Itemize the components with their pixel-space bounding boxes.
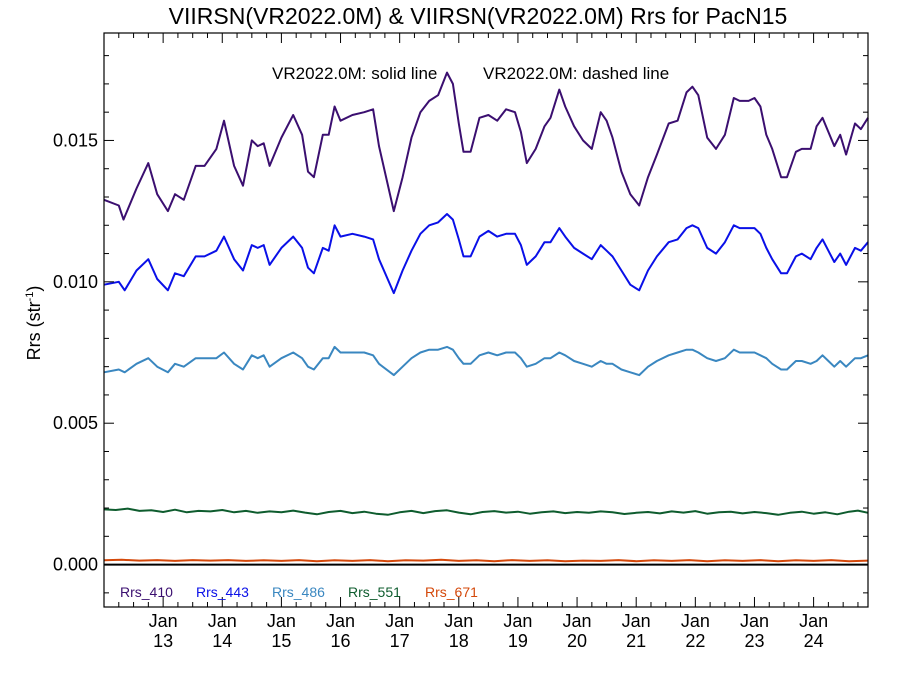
series-line-rrs-443 (103, 213, 869, 295)
y-tick-label: 0.010 (53, 272, 98, 292)
x-tick-month-label: Jan (326, 611, 355, 631)
chart-title: VIIRSN(VR2022.0M) & VIIRSN(VR2022.0M) Rr… (169, 3, 788, 29)
plot-frame (103, 32, 869, 608)
x-tick-year-label: 23 (744, 631, 764, 651)
y-tick-label: 0.000 (53, 555, 98, 575)
x-tick-month-label: Jan (622, 611, 651, 631)
y-axis-label-close: ) (24, 286, 44, 292)
y-tick-label: 0.015 (53, 130, 98, 150)
plot-area: 0.0000.0050.0100.015Jan13Jan14Jan15Jan16… (53, 32, 869, 651)
x-tick-month-label: Jan (267, 611, 296, 631)
series-line-rrs-486 (103, 345, 869, 377)
x-tick-month-label: Jan (563, 611, 592, 631)
x-tick-month-label: Jan (444, 611, 473, 631)
legend-entry-rrs-551: Rrs_551 (348, 584, 401, 600)
x-tick-year-label: 19 (508, 631, 528, 651)
x-tick-year-label: 14 (212, 631, 232, 651)
legend-entry-rrs-443: Rrs_443 (196, 584, 249, 600)
series-line-rrs-551 (103, 507, 869, 516)
x-tick-year-label: 20 (567, 631, 587, 651)
y-axis-label-exponent: -1 (24, 292, 36, 302)
series-line-rrs-671 (103, 558, 869, 563)
legend-entry-rrs-410: Rrs_410 (120, 584, 173, 600)
subtitle-solid-line-note: VR2022.0M: solid line (272, 64, 437, 83)
x-tick-year-label: 13 (153, 631, 173, 651)
y-axis-label: Rrs (str-1) (24, 286, 44, 361)
x-tick-month-label: Jan (149, 611, 178, 631)
x-tick-month-label: Jan (208, 611, 237, 631)
x-tick-month-label: Jan (740, 611, 769, 631)
x-tick-year-label: 22 (685, 631, 705, 651)
x-tick-year-label: 16 (331, 631, 351, 651)
x-tick-month-label: Jan (503, 611, 532, 631)
x-tick-year-label: 18 (449, 631, 469, 651)
x-tick-month-label: Jan (681, 611, 710, 631)
legend-entry-rrs-671: Rrs_671 (425, 584, 478, 600)
legend-entry-rrs-486: Rrs_486 (272, 584, 325, 600)
x-tick-month-label: Jan (385, 611, 414, 631)
series-line-rrs-410 (103, 71, 869, 221)
x-tick-year-label: 15 (271, 631, 291, 651)
x-tick-year-label: 24 (804, 631, 824, 651)
x-tick-year-label: 17 (390, 631, 410, 651)
x-tick-year-label: 21 (626, 631, 646, 651)
y-axis-label-base: Rrs (str (24, 301, 44, 360)
subtitle-dashed-line-note: VR2022.0M: dashed line (483, 64, 669, 83)
x-tick-month-label: Jan (799, 611, 828, 631)
y-tick-label: 0.005 (53, 413, 98, 433)
